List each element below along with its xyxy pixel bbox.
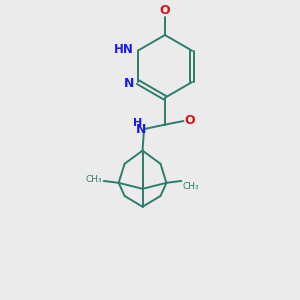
- Text: CH₃: CH₃: [183, 182, 200, 191]
- Text: N: N: [124, 77, 134, 90]
- Text: CH₃: CH₃: [85, 175, 102, 184]
- Text: O: O: [185, 114, 195, 127]
- Text: HN: HN: [114, 43, 134, 56]
- Text: N: N: [136, 123, 146, 136]
- Text: O: O: [160, 4, 170, 17]
- Text: H: H: [133, 118, 142, 128]
